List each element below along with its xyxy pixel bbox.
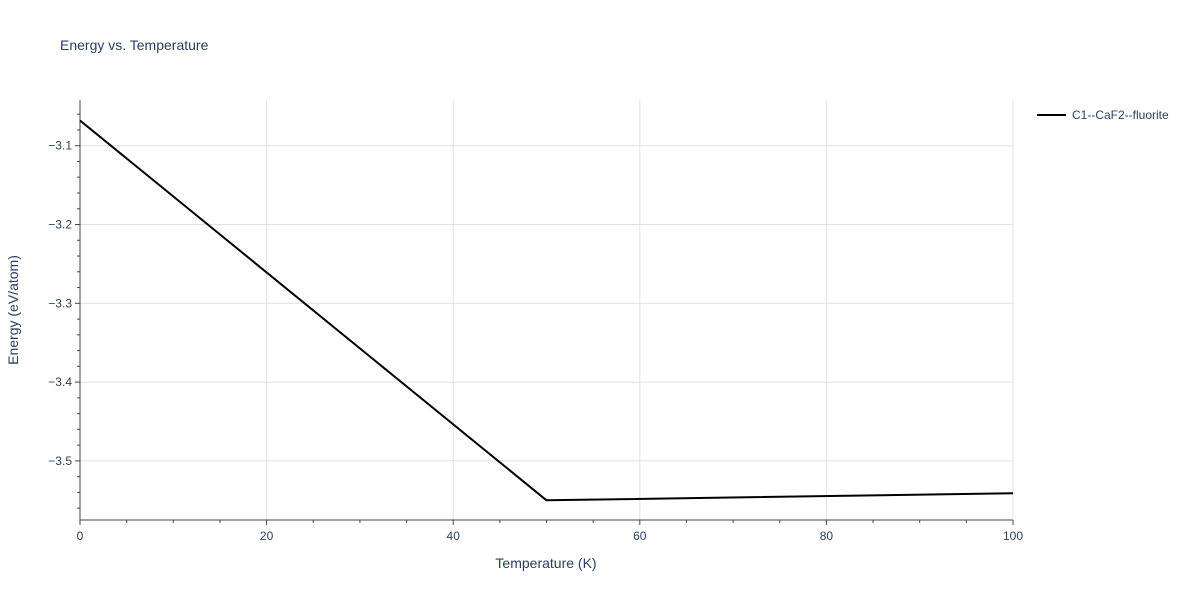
axes: 0 20 40 60 80 100 −3.5 −3.4 −3.3 −3.2 −3.1 [48, 100, 1023, 543]
legend-entry[interactable]: C1--CaF2--fluorite [1037, 108, 1169, 122]
y-axis-title: Energy (eV/atom) [5, 255, 21, 365]
x-tick-label: 20 [260, 529, 274, 543]
y-tick-label: −3.5 [48, 454, 72, 468]
x-tick-label: 0 [77, 529, 84, 543]
x-axis-title: Temperature (K) [495, 555, 596, 571]
x-tick-label: 40 [447, 529, 461, 543]
y-tick-label: −3.2 [48, 218, 72, 232]
chart-title: Energy vs. Temperature [60, 37, 209, 53]
x-tick-label: 60 [633, 529, 647, 543]
legend-label: C1--CaF2--fluorite [1072, 108, 1169, 122]
x-tick-label: 80 [820, 529, 834, 543]
y-tick-label: −3.3 [48, 296, 72, 310]
y-tick-label: −3.4 [48, 375, 72, 389]
legend[interactable]: C1--CaF2--fluorite [1037, 108, 1169, 122]
data-series [79, 119, 1014, 502]
x-tick-label: 100 [1003, 529, 1023, 543]
grid [80, 100, 1014, 520]
series-line [79, 119, 1014, 502]
y-tick-label: −3.1 [48, 139, 72, 153]
